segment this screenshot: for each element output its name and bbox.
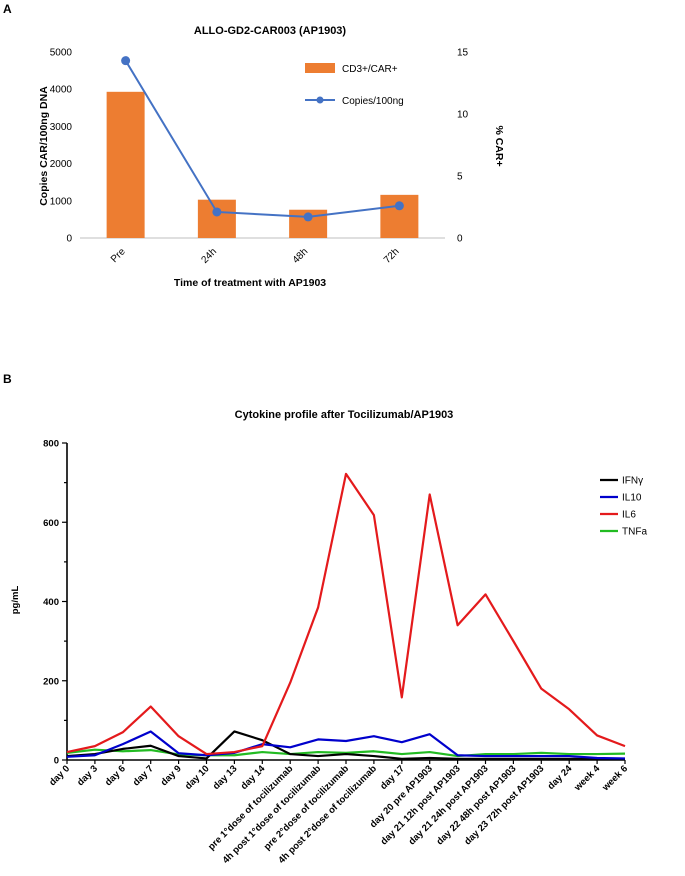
- chart-b-x-tick: day 24: [546, 763, 575, 792]
- chart-b-ylabel: pg/mL: [10, 586, 21, 615]
- chart-a-title: ALLO-GD2-CAR003 (AP1903): [194, 25, 347, 37]
- chart-b-x-tick: day 7: [131, 763, 156, 788]
- panel-a-label: A: [3, 2, 12, 16]
- chart-b-legend: IFNγ IL10 IL6 TNFa: [600, 476, 647, 538]
- chart-a-ylabel: Copies CAR/100ng DNA: [38, 86, 50, 206]
- chart-a-y-tick: 1000: [50, 196, 73, 207]
- chart-a-y-tick: 3000: [50, 122, 73, 133]
- chart-a-y-tick: 5000: [50, 48, 73, 59]
- chart-a-bar: [197, 199, 236, 238]
- chart-b-series-ifn: [66, 730, 625, 760]
- legend-label-copies: Copies/100ng: [342, 96, 404, 107]
- chart-b-axes: [62, 442, 626, 764]
- chart-b: Cytokine profile after Tocilizumab/AP190…: [10, 409, 647, 866]
- chart-a-x-tick: 72h: [382, 246, 402, 266]
- legend-swatch-cd3-car: [305, 63, 335, 73]
- legend-marker-copies: [316, 96, 324, 104]
- chart-b-legend-label: IL6: [622, 510, 636, 521]
- chart-b-x-tick: day 0: [47, 763, 72, 788]
- chart-a-y2-tick: 15: [457, 48, 469, 59]
- chart-a-point: [212, 207, 222, 217]
- chart-b-title: Cytokine profile after Tocilizumab/AP190…: [235, 409, 454, 421]
- chart-a-x-tick: Pre: [109, 246, 128, 265]
- chart-b-legend-label: IFNγ: [622, 476, 643, 487]
- chart-b-series-il10: [66, 730, 626, 760]
- chart-a-x-tick: 24h: [199, 246, 219, 266]
- chart-a-line: [121, 56, 404, 222]
- chart-b-y-tick: 600: [43, 518, 59, 529]
- chart-b-series-tnfa: [66, 748, 626, 758]
- chart-b-y-tick: 200: [43, 676, 59, 687]
- chart-b-x-tick: week 4: [572, 763, 603, 794]
- chart-b-legend-label: IL10: [622, 493, 642, 504]
- chart-a-y2label: % CAR+: [493, 125, 505, 166]
- chart-b-y-tick: 800: [43, 439, 59, 450]
- chart-a-bar: [106, 91, 145, 238]
- chart-b-x-tick: day 13: [211, 763, 240, 792]
- chart-a-y2-tick: 5: [457, 172, 463, 183]
- chart-a-y2-tick: 0: [457, 234, 463, 245]
- chart-a-x-tick: 48h: [291, 246, 311, 266]
- chart-b-lines: [66, 472, 626, 760]
- chart-b-y-tick: 400: [43, 597, 59, 608]
- chart-b-x-tick: day 6: [103, 763, 128, 788]
- chart-b-x-tick: day 10: [183, 763, 212, 792]
- chart-a-point: [121, 56, 131, 66]
- chart-b-series-il6: [66, 472, 626, 756]
- chart-b-y-tick: 0: [54, 756, 59, 767]
- chart-a-point: [394, 201, 404, 211]
- chart-a-y2-tick: 10: [457, 110, 469, 121]
- chart-a-y-tick: 0: [66, 234, 72, 245]
- chart-a-y-tick: 4000: [50, 85, 73, 96]
- chart-a-point: [303, 212, 313, 222]
- panel-b-label: B: [3, 372, 12, 386]
- chart-b-x-tick: day 3: [75, 763, 100, 788]
- chart-a-y-tick: 2000: [50, 159, 73, 170]
- chart-b-x-tick: day 9: [159, 763, 184, 788]
- chart-a-series-line: [124, 60, 400, 218]
- chart-a-bars: [106, 91, 419, 238]
- chart-a-legend: CD3+/CAR+ Copies/100ng: [305, 63, 404, 107]
- chart-b-x-tick: week 6: [600, 763, 631, 794]
- chart-a: ALLO-GD2-CAR003 (AP1903) Copies CAR/100n…: [38, 25, 505, 289]
- legend-label-cd3-car: CD3+/CAR+: [342, 64, 398, 75]
- chart-a-xlabel: Time of treatment with AP1903: [174, 277, 326, 289]
- chart-b-legend-label: TNFa: [622, 527, 647, 538]
